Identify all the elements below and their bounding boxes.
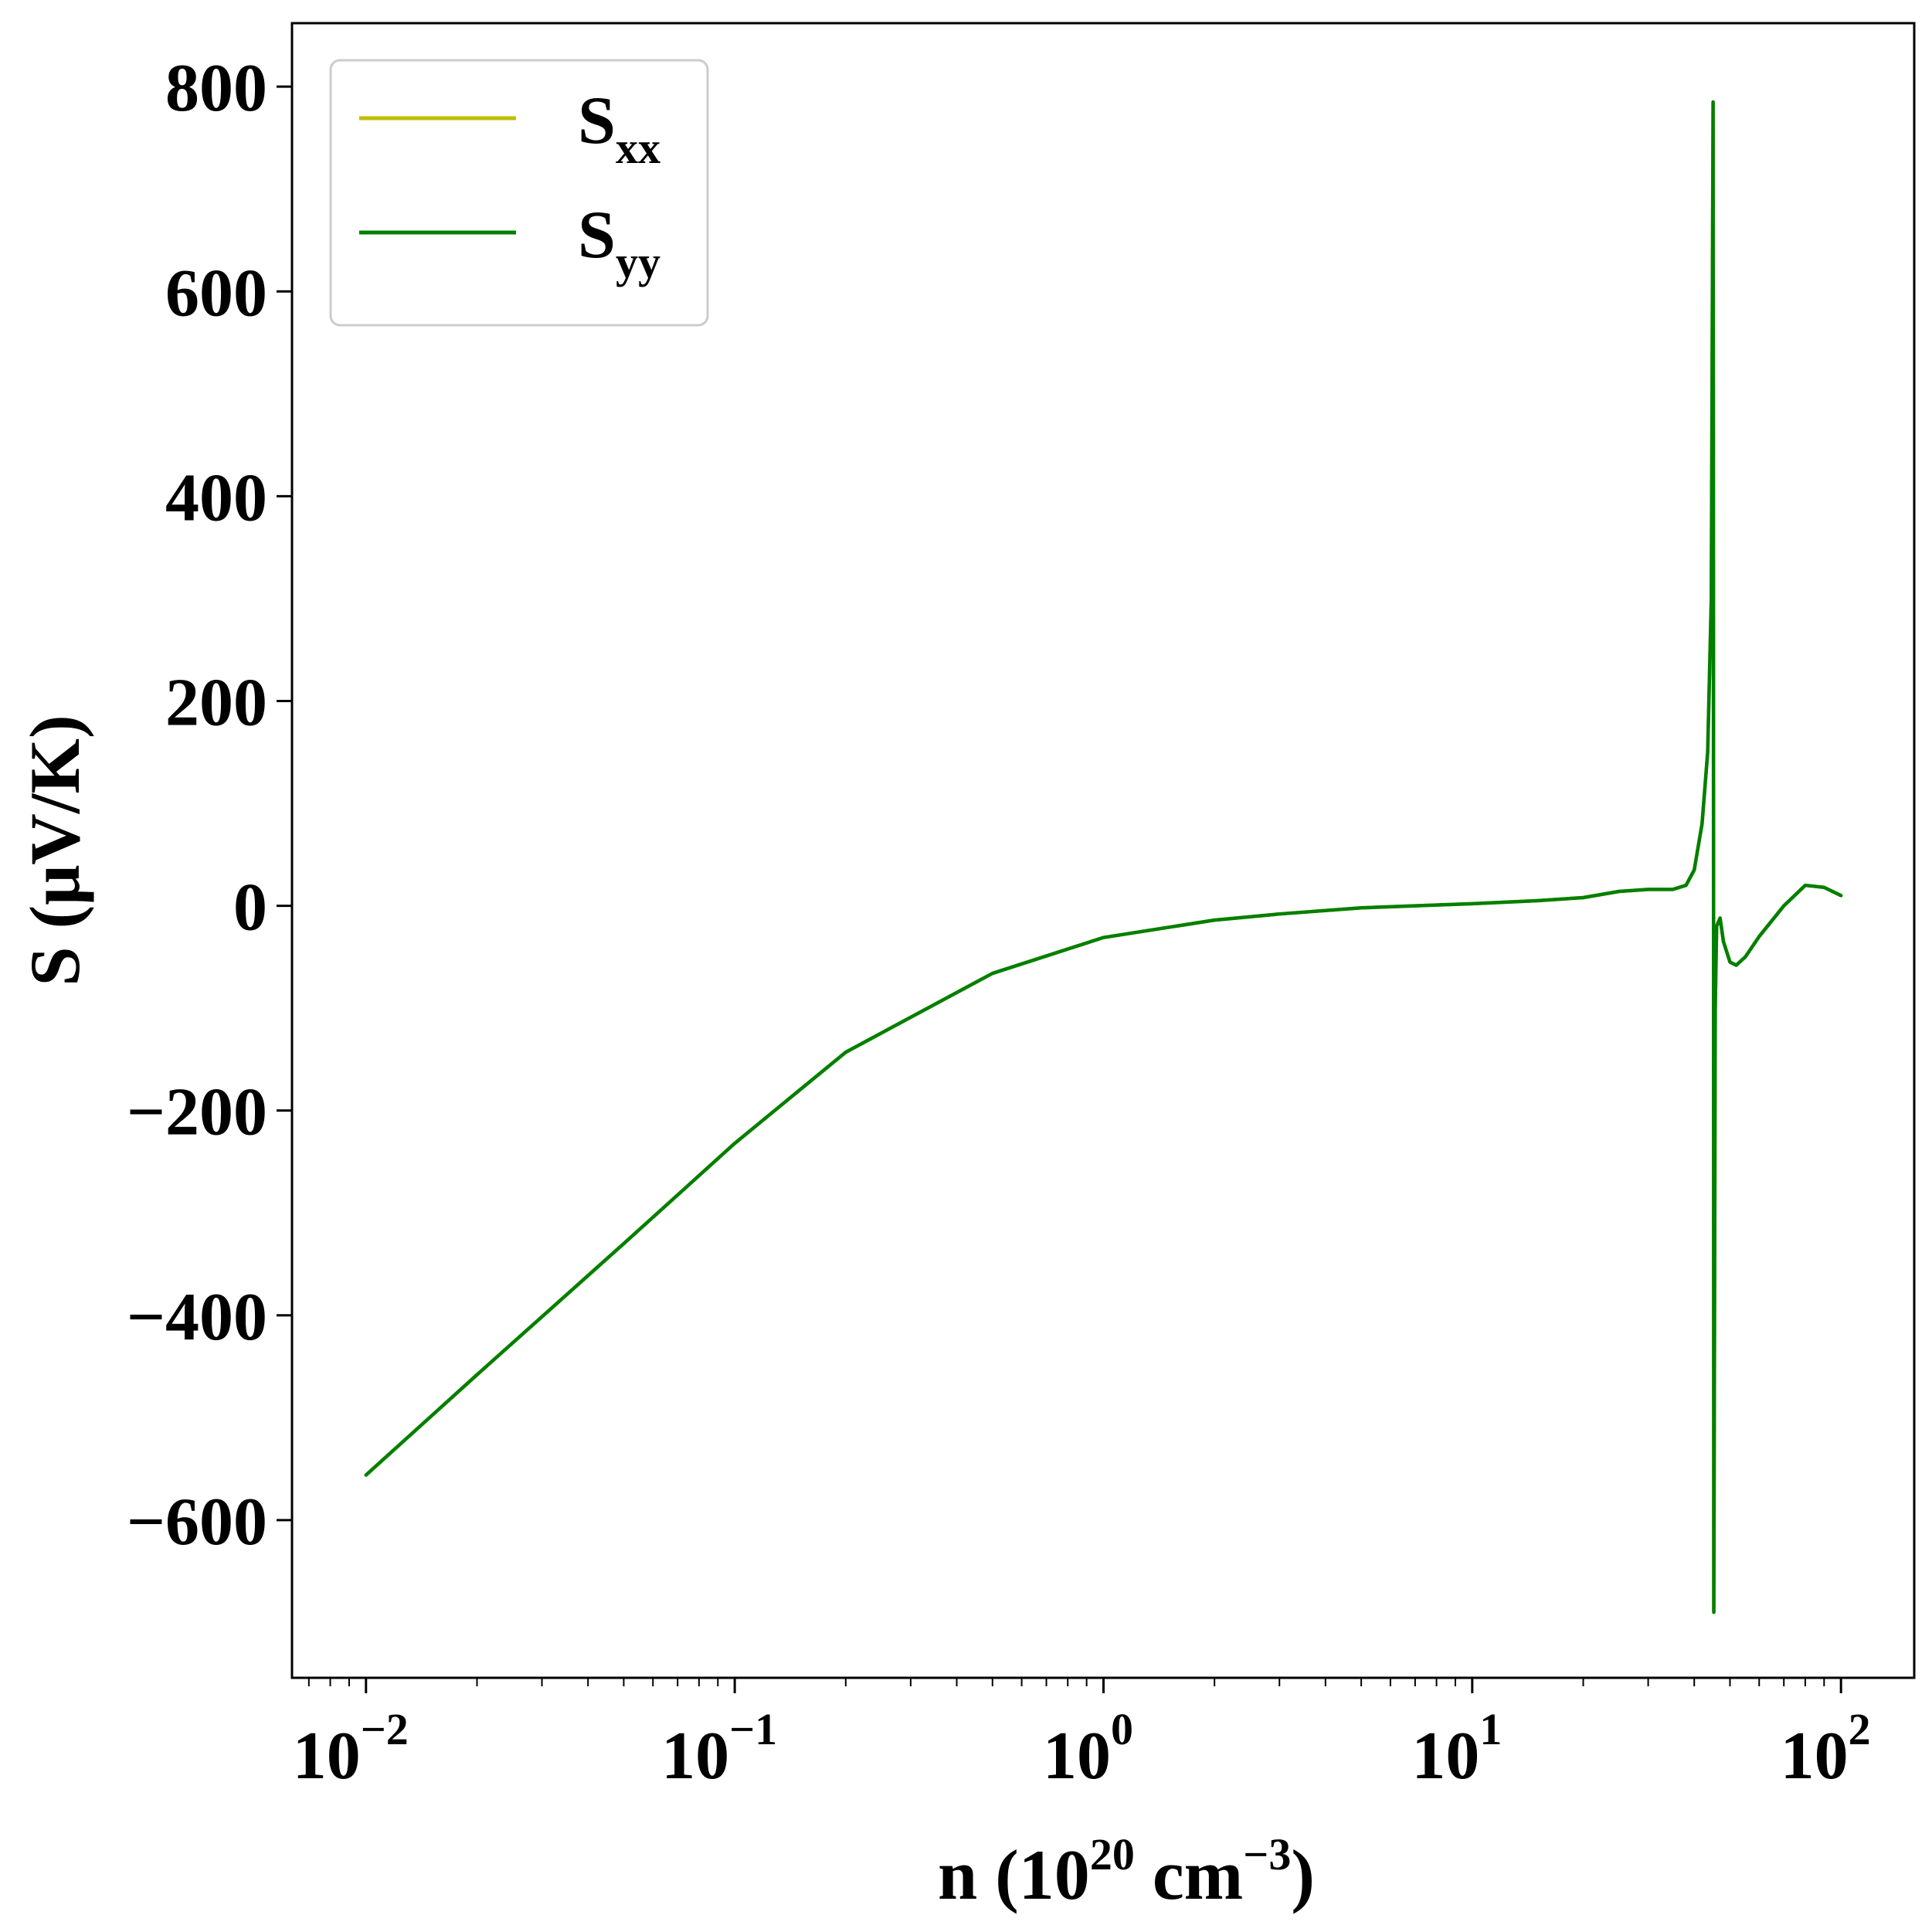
y-axis-ticks: 800 600 400 200 0 −200 −400 −600 [127,51,292,1560]
y-tick-label: 400 [165,460,267,535]
x-tick-label: 101 [1411,1704,1502,1794]
y-tick-label: −400 [127,1280,267,1355]
y-tick-label: 0 [233,871,267,946]
y-tick-label: −600 [127,1485,267,1560]
series-layer [364,100,1843,1614]
y-tick-label: 600 [165,256,267,331]
series-line-s-yy [364,100,1843,1614]
x-tick-label: 10−2 [293,1704,409,1794]
x-axis-ticks: 10−2 10−1 100 101 102 [293,1678,1871,1794]
x-tick-label: 10−1 [661,1704,777,1794]
x-tick-label: 102 [1781,1704,1871,1794]
legend-box [329,59,709,327]
x-tick-label: 100 [1043,1704,1133,1794]
y-tick-label: 200 [165,665,267,740]
y-tick-label: −200 [127,1075,267,1150]
legend-label-s-yy: Syy [578,198,660,287]
legend-label-s-xx: Sxx [578,83,660,173]
y-tick-label: 800 [165,51,267,126]
y-axis-label: S (μV/K) [15,715,94,986]
x-axis-label: n (1020 cm−3) [938,1829,1315,1914]
legend: Sxx Syy [329,59,709,327]
